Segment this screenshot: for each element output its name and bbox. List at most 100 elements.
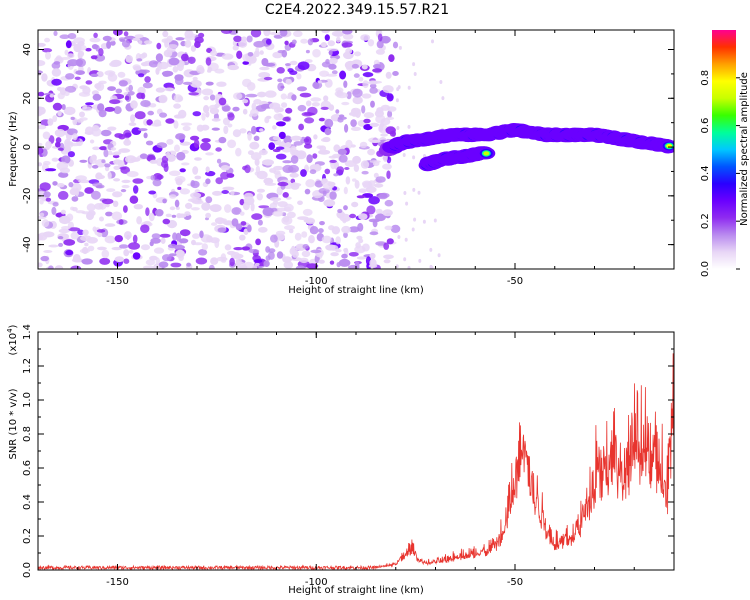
x-tick-label: -150 [106, 577, 129, 588]
noise-speck [251, 102, 257, 111]
noise-speck [222, 186, 235, 191]
noise-speck [356, 256, 367, 260]
noise-speck [324, 34, 330, 41]
noise-speck [323, 199, 336, 207]
noise-speck [301, 250, 311, 258]
noise-speck [64, 49, 69, 56]
colorbar-label: Normalized spectral amplitude [739, 72, 750, 226]
noise-speck [70, 265, 82, 269]
noise-speck [360, 34, 371, 41]
noise-speck [227, 250, 236, 256]
noise-speck [104, 106, 116, 112]
noise-speck [69, 188, 79, 196]
noise-speck [173, 120, 179, 129]
noise-speck [238, 39, 248, 48]
noise-speck [112, 191, 123, 198]
colorbar-tick-label: 0.0 [700, 261, 711, 277]
noise-speck [107, 86, 116, 91]
noise-speck [84, 242, 89, 247]
noise-speck [310, 97, 322, 102]
noise-speck [318, 117, 326, 122]
noise-speck [193, 242, 203, 246]
noise-speck [433, 218, 437, 223]
noise-speck [192, 76, 198, 81]
noise-speck [216, 81, 227, 87]
noise-speck [125, 55, 133, 63]
noise-speck [284, 40, 289, 46]
noise-speck [281, 49, 288, 58]
noise-speck [335, 87, 344, 94]
noise-speck [143, 132, 148, 139]
noise-speck [253, 40, 266, 48]
noise-speck [339, 70, 347, 80]
noise-speck [320, 42, 327, 48]
noise-speck [356, 235, 363, 240]
noise-speck [305, 217, 316, 225]
y-tick-label: 40 [22, 43, 33, 56]
noise-speck [369, 252, 376, 260]
noise-speck [155, 87, 166, 93]
noise-speck [100, 129, 112, 137]
noise-speck [348, 112, 355, 116]
noise-speck [233, 92, 243, 100]
noise-speck [173, 103, 182, 109]
noise-speck [265, 38, 272, 45]
noise-speck [156, 174, 164, 180]
noise-speck [131, 127, 142, 135]
noise-speck [196, 124, 204, 132]
noise-speck [123, 129, 132, 139]
noise-speck [190, 135, 200, 141]
noise-speck [278, 131, 286, 140]
noise-speck [85, 126, 94, 135]
noise-speck [343, 205, 348, 211]
noise-speck [298, 123, 304, 131]
noise-speck [250, 152, 262, 161]
noise-speck [186, 33, 197, 38]
noise-speck [188, 92, 199, 96]
x-tick-label: -100 [305, 276, 328, 287]
noise-speck [75, 70, 85, 75]
noise-speck [190, 192, 202, 199]
noise-speck [169, 253, 177, 257]
noise-speck [38, 142, 43, 147]
noise-speck [38, 42, 46, 47]
noise-speck [342, 30, 353, 35]
noise-speck [92, 226, 97, 232]
noise-speck [181, 162, 190, 166]
noise-speck [49, 94, 55, 98]
noise-speck [38, 91, 45, 97]
noise-speck [265, 115, 272, 120]
y-tick-label: 20 [22, 92, 33, 105]
noise-speck [254, 158, 260, 166]
noise-speck [210, 257, 219, 265]
noise-speck [200, 142, 211, 151]
noise-speck [386, 93, 394, 102]
noise-speck [282, 116, 291, 122]
noise-speck [343, 232, 348, 238]
noise-speck [279, 30, 288, 37]
noise-speck [224, 244, 232, 251]
noise-speck [201, 112, 206, 121]
noise-speck [206, 235, 213, 243]
noise-speck [149, 159, 158, 164]
noise-speck [218, 97, 227, 106]
noise-speck [89, 155, 97, 165]
noise-speck [128, 84, 133, 92]
noise-speck [134, 111, 146, 120]
noise-speck [280, 93, 287, 100]
ridge-core [483, 151, 490, 156]
y-tick-label: 0.2 [22, 528, 33, 544]
noise-speck [290, 155, 299, 164]
noise-speck [40, 255, 49, 262]
noise-speck [175, 37, 185, 41]
noise-speck [130, 100, 138, 109]
noise-speck [98, 80, 107, 85]
noise-speck [38, 262, 43, 268]
noise-speck [275, 146, 285, 150]
noise-speck [300, 169, 307, 177]
spectrogram-ridge-1 [378, 123, 674, 157]
noise-speck [68, 182, 74, 188]
noise-speck [370, 80, 382, 84]
noise-speck [361, 170, 369, 175]
noise-speck [262, 159, 274, 166]
